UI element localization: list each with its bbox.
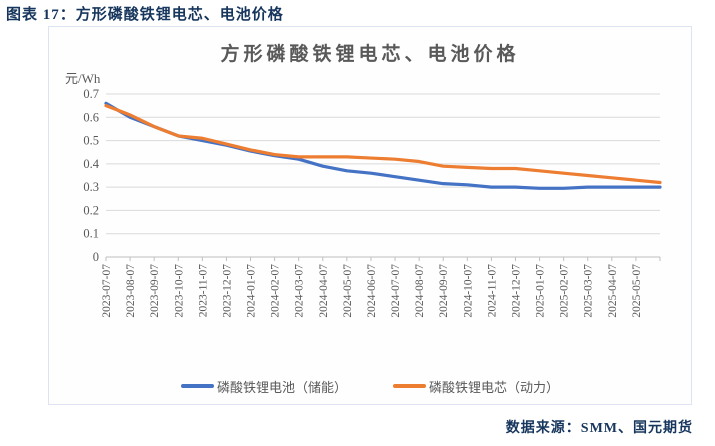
x-tick-label: 2024-04-07 [318,264,330,318]
legend-swatch-blue-line [180,384,214,388]
data-source-note: 数据来源：SMM、国元期货 [505,421,693,436]
x-tick-label: 2023-07-07 [101,264,113,318]
legend-label-power: 磷酸铁锂电芯（动力） [429,379,560,395]
legend-label-storage: 磷酸铁锂电池（储能） [216,379,347,395]
x-tick-label: 2024-01-07 [246,264,258,318]
x-tick-label: 2024-09-07 [438,264,450,318]
legend-item-power-cell: 磷酸铁锂电芯（动力） [393,377,559,396]
x-tick-label: 2024-05-07 [342,264,354,318]
x-tick-label: 2023-08-07 [125,264,137,318]
chart-container: 方形磷酸铁锂电芯、电池价格 元/Wh 0 0.1 0.2 0.3 0.4 0.5 0.6 0.… [48,26,692,405]
x-tick-label: 2025-05-07 [631,264,643,318]
y-tick-label: 0.4 [83,157,99,171]
x-tick-label: 2024-11-07 [486,264,498,317]
y-tick-label: 0.6 [83,110,99,124]
chart-legend: 磷酸铁锂电池（储能） 磷酸铁锂电芯（动力） [49,376,691,396]
x-tick-label: 2024-10-07 [462,264,474,318]
x-tick-label: 2025-03-07 [583,264,595,318]
y-tick-label: 0 [93,250,99,264]
x-tick-label: 2024-06-07 [366,264,378,318]
y-tick-label: 0.2 [83,203,99,217]
x-tick-label: 2025-01-07 [535,264,547,318]
x-tick-label: 2025-02-07 [559,264,571,318]
line-plot: 0 0.1 0.2 0.3 0.4 0.5 0.6 0.7 2023-07-07 2023-08-… [83,87,662,318]
x-tick-label: 2024-12-07 [510,264,522,318]
legend-item-storage-battery: 磷酸铁锂电池（储能） [180,377,347,396]
chart-title: 方形磷酸铁锂电芯、电池价格 [220,44,520,65]
x-tick-label: 2024-03-07 [294,264,306,318]
x-tick-label: 2024-02-07 [270,264,282,318]
y-tick-label: 0.1 [83,227,99,241]
x-tick-label: 2023-12-07 [221,264,233,318]
series-line [104,101,662,190]
x-tick-label: 2023-11-07 [197,264,209,317]
x-tick-label: 2024-07-07 [390,264,402,318]
x-tick-label: 2025-04-07 [607,264,619,318]
x-tick-label: 2023-09-07 [149,264,161,318]
figure-caption: 图表 17：方形磷酸铁锂电芯、电池价格 [6,7,284,23]
y-axis-unit-label: 元/Wh [65,71,101,86]
legend-swatch-orange-line [393,384,426,388]
series-line [104,104,662,185]
x-tick-label: 2024-08-07 [414,264,426,318]
y-tick-label: 0.7 [83,87,99,101]
y-tick-label: 0.5 [83,134,99,148]
y-tick-label: 0.3 [83,180,99,194]
x-tick-label: 2023-10-07 [173,264,185,318]
